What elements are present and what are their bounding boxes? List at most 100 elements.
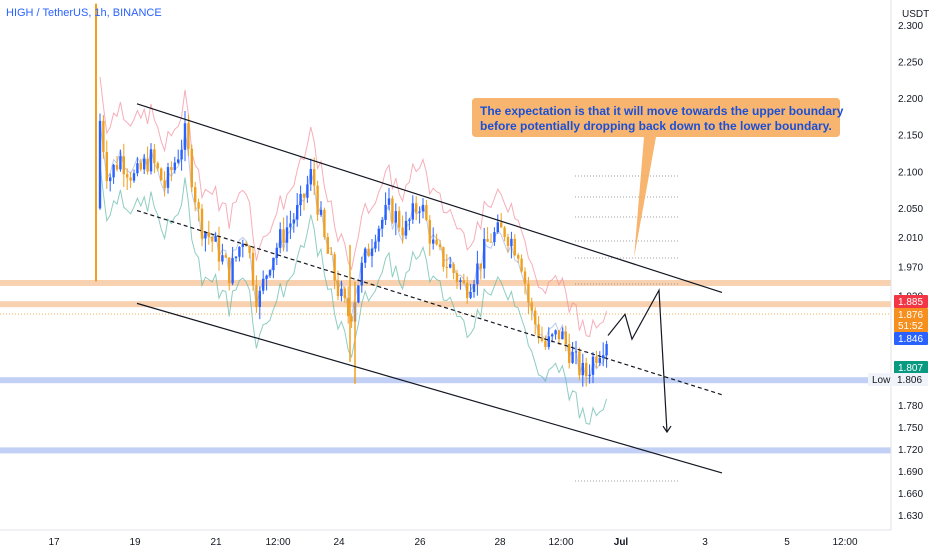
candle-body — [234, 256, 238, 259]
price-badge-bg — [894, 319, 928, 332]
candle-body — [595, 356, 598, 363]
candle-body — [357, 285, 360, 303]
candle-body — [214, 235, 217, 242]
price-ticks: 2.300 2.250 2.200 2.150 2.100 2.050 2.010 1.970… — [898, 21, 923, 522]
low-marker-bg — [868, 373, 928, 386]
channel-upper-line[interactable] — [136, 103, 723, 293]
candle-body — [194, 187, 197, 203]
candle-body — [530, 302, 533, 311]
candle-body — [374, 241, 377, 249]
price-tick-label: 2.200 — [898, 94, 923, 105]
candle-body — [428, 220, 431, 244]
candle-body — [585, 362, 588, 377]
price-tick-label: 1.750 — [898, 423, 923, 434]
zone-support-2[interactable] — [0, 377, 891, 384]
candle-body — [438, 244, 442, 248]
candle-body — [432, 239, 435, 244]
price-tick-label: 1.970 — [898, 262, 923, 273]
candle-body — [513, 238, 516, 256]
zone-resistance-1[interactable] — [0, 301, 891, 308]
candle-body — [435, 239, 438, 245]
candle-body — [364, 248, 367, 263]
projection-arrow-head — [662, 425, 672, 434]
price-tick-label: 1.630 — [898, 511, 923, 522]
candle-body — [224, 255, 227, 258]
candle-body — [574, 351, 578, 353]
candle-body — [472, 284, 476, 293]
price-badge[interactable]: 1.807 — [894, 361, 928, 374]
price-tick-label: 2.050 — [898, 204, 923, 215]
candle-body — [323, 209, 326, 237]
candle-body — [387, 198, 391, 205]
candle-body — [251, 252, 255, 286]
price-tick-label: 1.780 — [898, 401, 923, 412]
price-axis[interactable]: USDT 2.300 2.250 2.200 2.150 2.100 2.050 2.010… — [868, 0, 929, 530]
candle-body — [540, 337, 544, 341]
candle-body — [255, 285, 258, 307]
candle-body — [306, 184, 309, 198]
candle-body — [156, 163, 159, 169]
candle-body — [262, 278, 265, 291]
candle-body — [309, 169, 312, 185]
candle-body — [143, 158, 146, 170]
candle-body — [149, 149, 153, 172]
time-tick-label: 26 — [414, 537, 426, 548]
price-badge[interactable]: 1.885 — [894, 295, 928, 308]
candle-body — [289, 223, 292, 228]
price-tick-label: 2.100 — [898, 167, 923, 178]
candle-body — [190, 148, 193, 188]
time-tick-label: Jul — [614, 537, 629, 548]
candle-body — [476, 263, 479, 285]
time-tick-label: 17 — [48, 537, 60, 548]
candle-body — [493, 232, 496, 242]
channel-lower-line[interactable] — [136, 302, 723, 474]
candle-body — [537, 324, 540, 338]
time-tick-label: 19 — [129, 537, 141, 548]
price-tick-label: 1.720 — [898, 445, 923, 456]
candle-body — [377, 228, 380, 242]
candle-body — [425, 205, 428, 221]
candle-body — [228, 257, 231, 284]
descending-channel[interactable] — [136, 103, 723, 474]
candle-body — [330, 253, 333, 255]
candle-body — [591, 356, 595, 375]
candle-body — [534, 310, 537, 325]
price-badge[interactable]: 1.846 — [894, 332, 928, 345]
candle-body — [350, 316, 353, 322]
candle-body — [115, 164, 119, 170]
projection-line[interactable] — [607, 288, 668, 433]
candle-body — [554, 330, 557, 335]
projection-path[interactable] — [607, 288, 672, 434]
candle-body — [588, 374, 591, 377]
candle-body — [551, 334, 554, 337]
zone-resistance-0[interactable] — [0, 279, 891, 286]
annotation-callout[interactable]: The expectation is that it will move tow… — [472, 98, 844, 258]
time-tick-label: 24 — [333, 537, 345, 548]
time-tick-label: 5 — [784, 537, 790, 548]
candle-body — [173, 162, 176, 171]
candle-body — [466, 282, 469, 298]
price-badge-bg — [894, 361, 928, 374]
price-badge[interactable]: 1.876 — [894, 308, 928, 321]
candle-body — [449, 264, 452, 268]
candle-body — [401, 227, 404, 236]
candle-body — [241, 243, 244, 247]
candle-body — [282, 229, 285, 243]
horizontal-zones — [0, 279, 891, 454]
candle-body — [360, 262, 363, 286]
candle-body — [602, 355, 605, 359]
candle-body — [510, 238, 513, 247]
candle-body — [119, 156, 122, 170]
channel-midline[interactable] — [136, 209, 723, 396]
candle-body — [292, 219, 295, 224]
zone-support-3[interactable] — [0, 447, 891, 454]
callout-shape — [472, 98, 840, 258]
symbol-title[interactable]: HIGH / TetherUS, 1h, BINANCE — [6, 7, 162, 19]
candle-body — [340, 288, 343, 297]
candle-body — [384, 204, 387, 220]
time-axis[interactable]: 17 19 21 12:00 24 26 28 12:00 Jul 3 5 12:00 — [0, 529, 891, 548]
candle-body — [391, 198, 394, 223]
price-badge[interactable]: 51:52 — [894, 319, 928, 332]
